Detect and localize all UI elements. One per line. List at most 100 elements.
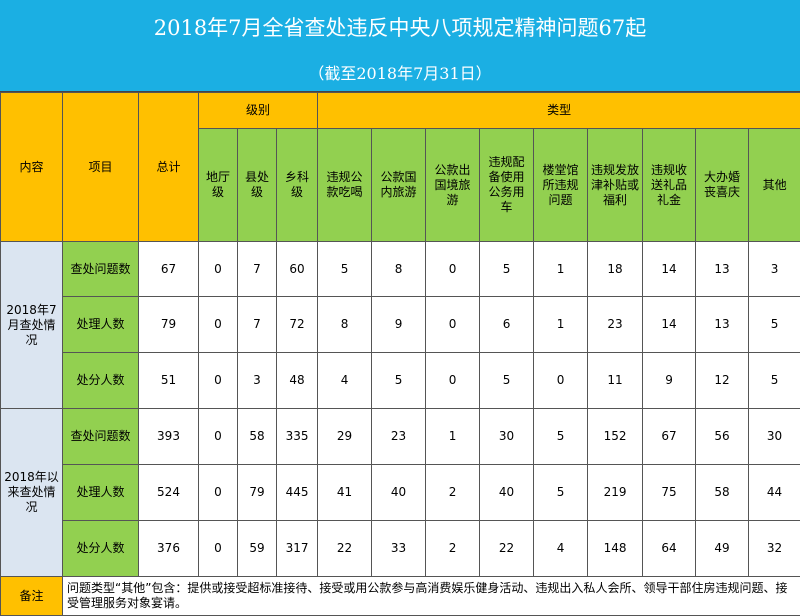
cell: 0 <box>199 297 238 353</box>
cell: 22 <box>480 521 534 577</box>
cell: 40 <box>372 465 426 521</box>
header-content: 内容 <box>1 93 63 242</box>
header-type: 违规收送礼品礼金 <box>643 129 696 242</box>
header-total: 总计 <box>139 93 199 242</box>
cell: 219 <box>588 465 643 521</box>
cell: 56 <box>696 409 749 465</box>
cell-total: 376 <box>139 521 199 577</box>
cell: 0 <box>426 297 480 353</box>
cell: 12 <box>696 353 749 409</box>
statistics-table: 内容 项目 总计 级别 类型 地厅级 县处级 乡科级 违规公款吃喝 公款国内旅游… <box>0 92 800 616</box>
header-type: 大办婚丧喜庆 <box>696 129 749 242</box>
cell: 30 <box>480 409 534 465</box>
cell: 14 <box>643 297 696 353</box>
cell: 5 <box>749 353 800 409</box>
cell: 3 <box>238 353 277 409</box>
cell: 148 <box>588 521 643 577</box>
cell: 13 <box>696 297 749 353</box>
cell: 30 <box>749 409 800 465</box>
header-level-group: 级别 <box>199 93 318 129</box>
cell: 3 <box>749 242 800 297</box>
cell: 75 <box>643 465 696 521</box>
cell: 58 <box>238 409 277 465</box>
cell: 317 <box>277 521 318 577</box>
cell: 6 <box>480 297 534 353</box>
cell: 29 <box>318 409 372 465</box>
cell: 1 <box>426 409 480 465</box>
header-type-group: 类型 <box>318 93 800 129</box>
cell: 445 <box>277 465 318 521</box>
cell: 64 <box>643 521 696 577</box>
cell: 18 <box>588 242 643 297</box>
cell: 7 <box>238 297 277 353</box>
cell: 44 <box>749 465 800 521</box>
cell: 48 <box>277 353 318 409</box>
cell-total: 51 <box>139 353 199 409</box>
cell: 49 <box>696 521 749 577</box>
header-level: 地厅级 <box>199 129 238 242</box>
row-item: 查处问题数 <box>63 409 139 465</box>
row-item: 处分人数 <box>63 353 139 409</box>
cell: 5 <box>480 242 534 297</box>
cell: 2 <box>426 465 480 521</box>
row-item: 处理人数 <box>63 297 139 353</box>
header-level: 乡科级 <box>277 129 318 242</box>
header-type: 公款国内旅游 <box>372 129 426 242</box>
section-label: 2018年以来查处情况 <box>1 409 63 577</box>
header-type: 楼堂馆所违规问题 <box>534 129 588 242</box>
cell: 59 <box>238 521 277 577</box>
cell: 8 <box>318 297 372 353</box>
cell: 5 <box>749 297 800 353</box>
cell: 0 <box>199 465 238 521</box>
cell: 1 <box>534 297 588 353</box>
row-item: 查处问题数 <box>63 242 139 297</box>
cell: 4 <box>318 353 372 409</box>
cell: 23 <box>372 409 426 465</box>
header-level: 县处级 <box>238 129 277 242</box>
cell: 22 <box>318 521 372 577</box>
cell-total: 524 <box>139 465 199 521</box>
cell: 2 <box>426 521 480 577</box>
cell: 23 <box>588 297 643 353</box>
cell: 14 <box>643 242 696 297</box>
cell: 152 <box>588 409 643 465</box>
row-item: 处理人数 <box>63 465 139 521</box>
cell-total: 67 <box>139 242 199 297</box>
cell: 0 <box>199 353 238 409</box>
cell: 5 <box>534 465 588 521</box>
cell: 0 <box>199 521 238 577</box>
cell: 33 <box>372 521 426 577</box>
cell: 1 <box>534 242 588 297</box>
cell: 79 <box>238 465 277 521</box>
section-label: 2018年7月查处情况 <box>1 242 63 409</box>
cell: 40 <box>480 465 534 521</box>
cell: 41 <box>318 465 372 521</box>
cell: 9 <box>372 297 426 353</box>
cell: 72 <box>277 297 318 353</box>
cell: 5 <box>480 353 534 409</box>
header-type: 公款出国境旅游 <box>426 129 480 242</box>
cell: 5 <box>534 409 588 465</box>
cell: 11 <box>588 353 643 409</box>
cell: 0 <box>534 353 588 409</box>
cell: 8 <box>372 242 426 297</box>
page-subtitle: （截至2018年7月31日） <box>0 60 800 84</box>
row-item: 处分人数 <box>63 521 139 577</box>
cell: 5 <box>372 353 426 409</box>
page-title: 2018年7月全省查处违反中央八项规定精神问题67起 <box>0 12 800 42</box>
cell: 5 <box>318 242 372 297</box>
cell: 0 <box>426 353 480 409</box>
cell: 13 <box>696 242 749 297</box>
header-type: 违规配备使用公务用车 <box>480 129 534 242</box>
cell: 0 <box>199 242 238 297</box>
title-banner: 2018年7月全省查处违反中央八项规定精神问题67起 （截至2018年7月31日… <box>0 0 800 92</box>
header-type: 违规发放津补贴或福利 <box>588 129 643 242</box>
cell: 4 <box>534 521 588 577</box>
cell: 67 <box>643 409 696 465</box>
cell: 32 <box>749 521 800 577</box>
cell: 60 <box>277 242 318 297</box>
cell: 9 <box>643 353 696 409</box>
cell: 58 <box>696 465 749 521</box>
cell-total: 393 <box>139 409 199 465</box>
